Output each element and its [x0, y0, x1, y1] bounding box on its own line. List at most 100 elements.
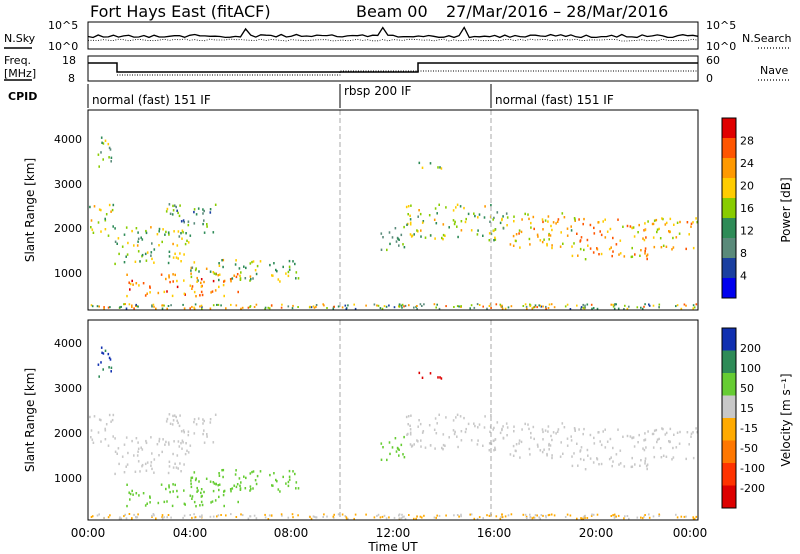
power-cell [237, 290, 239, 294]
power-cell [193, 222, 196, 225]
power-cell [679, 220, 681, 224]
velocity-cell [107, 516, 110, 519]
power-cell [501, 304, 503, 307]
power-cell [127, 241, 129, 245]
power-cell [439, 166, 441, 169]
velocity-cell [194, 478, 197, 482]
power-cell [636, 306, 639, 309]
velocity-cell [642, 447, 644, 450]
power-cell [405, 205, 408, 209]
power-cell [165, 230, 167, 234]
power-cell [163, 290, 166, 294]
velocity-cell [391, 446, 394, 449]
velocity-cell [502, 425, 504, 428]
power-cell [416, 307, 418, 310]
power-cell [92, 231, 95, 234]
power-cell [676, 304, 679, 307]
velocity-cell [279, 490, 281, 493]
power-cell [193, 290, 196, 294]
velocity-cell [177, 440, 180, 443]
power-cell [452, 219, 455, 222]
power-cell [690, 222, 693, 225]
velocity-cell [404, 517, 407, 520]
power-cell [453, 306, 455, 308]
velocity-cell [117, 447, 120, 450]
power-cell [382, 236, 384, 239]
velocity-cell [272, 484, 274, 487]
power-cell [597, 221, 599, 224]
velocity-cell [93, 415, 96, 418]
power-scatter-cells [89, 136, 699, 310]
power-cell [580, 236, 583, 239]
colorbar-swatch [722, 198, 736, 219]
power-cell [421, 221, 424, 224]
velocity-cell [652, 515, 655, 518]
velocity-cell [631, 436, 633, 440]
cpid-row: CPID normal (fast) 151 IF rbsp 200 IF no… [8, 84, 614, 108]
velocity-cell [586, 448, 589, 452]
power-cell [510, 305, 513, 308]
power-cell [231, 277, 234, 280]
power-cell [291, 307, 294, 310]
power-cell [183, 253, 185, 256]
velocity-cell [285, 482, 287, 485]
velocity-cell [470, 439, 473, 442]
power-cell [128, 281, 130, 284]
velocity-cell [596, 513, 599, 516]
power-cell [675, 305, 677, 308]
velocity-cell [632, 436, 635, 439]
power-cell [613, 307, 616, 310]
velocity-cell [512, 454, 515, 457]
power-cell [504, 307, 507, 310]
velocity-cell [222, 468, 225, 472]
velocity-cell [676, 516, 679, 519]
velocity-cell [168, 484, 170, 487]
velocity-cell [547, 514, 550, 517]
velocity-cell [646, 467, 648, 471]
velocity-cell [434, 417, 437, 420]
velocity-cell [477, 439, 479, 442]
velocity-cell [141, 448, 144, 451]
power-cell [200, 290, 203, 294]
power-cell [377, 304, 380, 307]
velocity-cell [675, 513, 677, 516]
power-cell [186, 239, 188, 242]
power-cell [103, 307, 105, 310]
velocity-cell [484, 415, 486, 418]
power-cell [120, 305, 122, 308]
velocity-cell [151, 467, 153, 471]
velocity-cell [240, 513, 242, 516]
power-cell [683, 303, 686, 306]
power-cell [544, 219, 547, 222]
power-cell [98, 305, 100, 308]
velocity-cell [230, 490, 232, 493]
velocity-ylabel: Slant Range [km] [23, 368, 37, 472]
velocity-cell [683, 515, 686, 518]
velocity-cell [176, 489, 178, 493]
velocity-cell [202, 432, 204, 436]
velocity-cell [214, 499, 217, 502]
velocity-cell [191, 497, 193, 500]
power-cell [493, 229, 495, 233]
velocity-cell [104, 349, 107, 352]
power-cell [615, 303, 617, 306]
power-cell [477, 229, 479, 232]
power-cell [460, 305, 462, 308]
velocity-cell [553, 514, 556, 517]
velocity-cell [183, 489, 185, 492]
velocity-cell [410, 445, 413, 448]
velocity-cell [264, 516, 267, 519]
velocity-cell [237, 500, 239, 504]
velocity-cell [309, 515, 311, 518]
power-cell [551, 246, 553, 250]
velocity-cell [551, 456, 553, 460]
power-cell [137, 305, 139, 308]
power-cell [229, 278, 232, 281]
velocity-cell [239, 487, 242, 490]
power-cell [652, 304, 655, 307]
velocity-cell [380, 458, 383, 461]
power-cell [190, 272, 192, 275]
power-cell [440, 167, 443, 170]
velocity-cell [197, 417, 200, 420]
